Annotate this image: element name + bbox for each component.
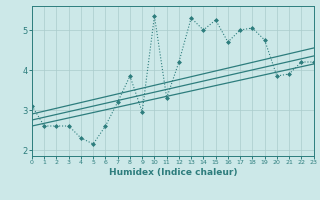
- X-axis label: Humidex (Indice chaleur): Humidex (Indice chaleur): [108, 168, 237, 177]
